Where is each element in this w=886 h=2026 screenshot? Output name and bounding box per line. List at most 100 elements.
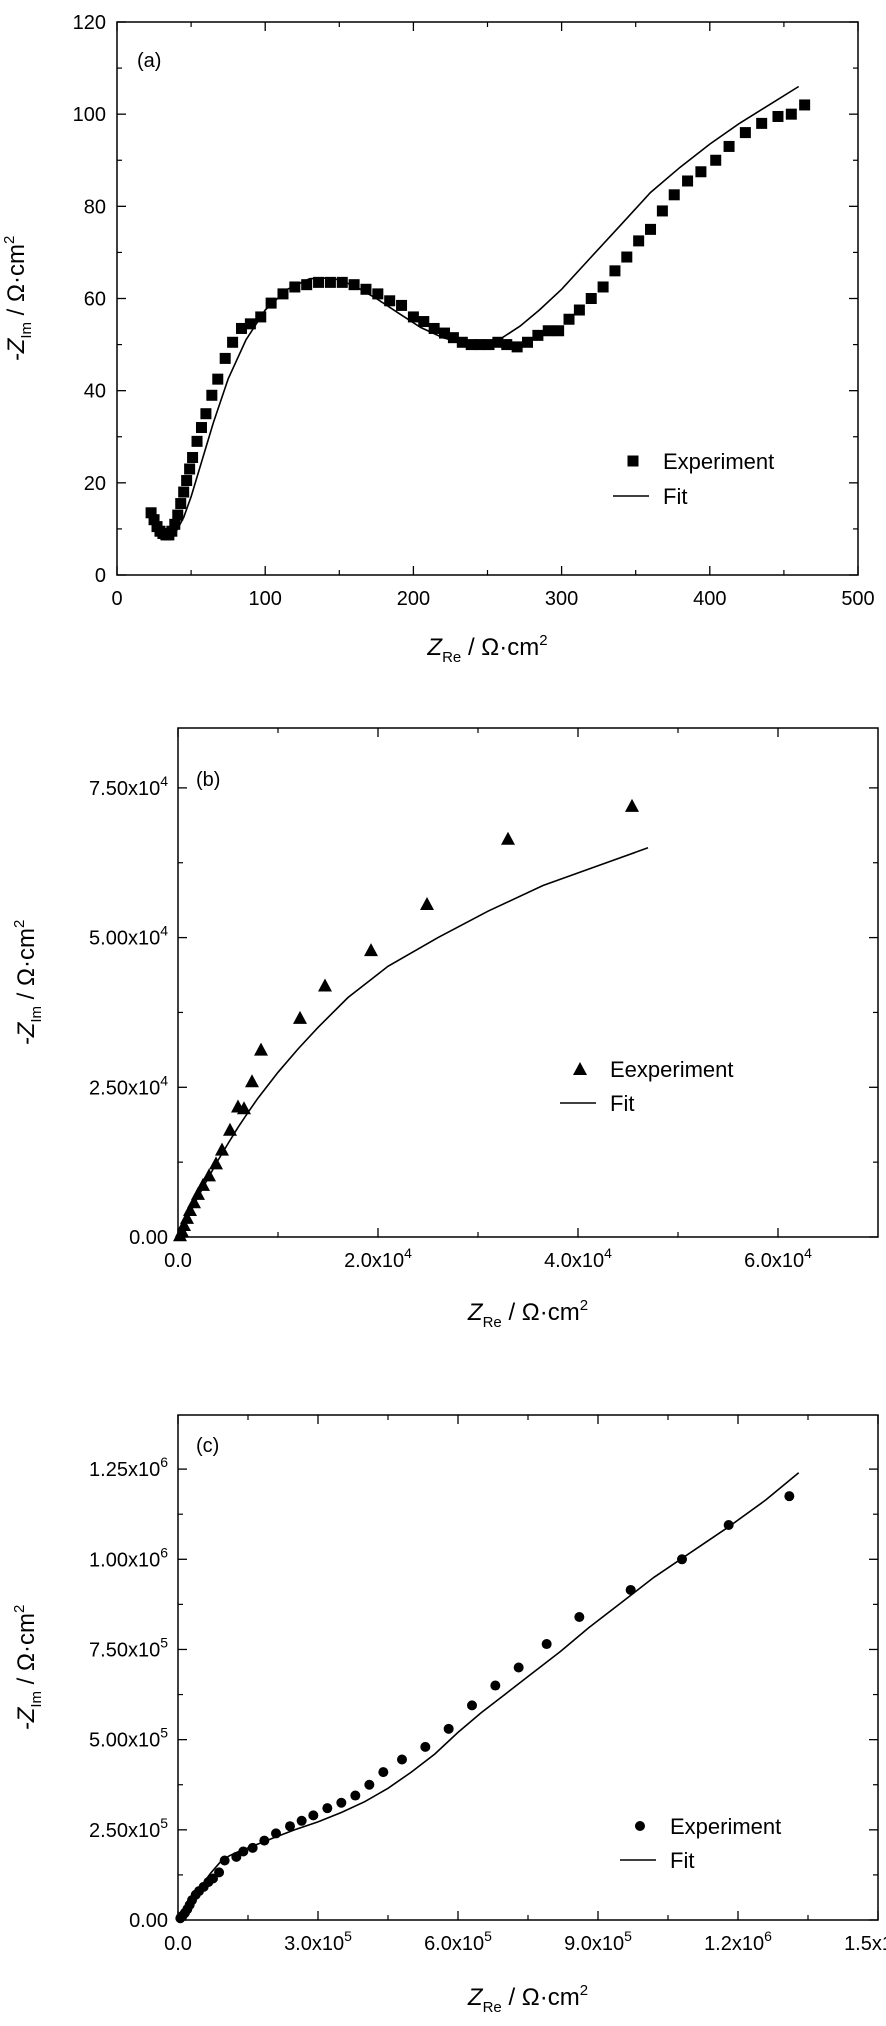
panel-c-data-point <box>397 1754 407 1765</box>
panel-a-data-point <box>313 276 325 288</box>
panel-a-data-point <box>178 486 190 498</box>
panel-b-data-point <box>187 1195 201 1209</box>
panel-a-xtick-label: 200 <box>397 588 430 610</box>
panel-a-data-point <box>184 463 196 475</box>
panel-a-data-point <box>166 525 178 537</box>
panel-c-legend-marker <box>635 1821 645 1831</box>
panel-a-data-point <box>212 373 224 385</box>
panel-c-data-point <box>443 1723 454 1734</box>
panel-c-xtick-label: 3.0x105 <box>284 1928 352 1955</box>
panel-a-data-point <box>645 223 657 235</box>
panel-c-ytick-label: 1.00x106 <box>89 1544 168 1571</box>
panel-a-data-point <box>710 154 722 166</box>
panel-b-ytick-label: 5.00x104 <box>89 923 168 950</box>
panel-a-xtick-label: 500 <box>841 588 874 610</box>
panel-a-data-point <box>621 251 633 263</box>
panel-a-data-point <box>407 311 419 323</box>
panel-b-xtick-label: 4.0x104 <box>544 1245 612 1272</box>
panel-a-legend-experiment: Experiment <box>663 449 774 474</box>
panel-c-data-point <box>285 1821 295 1832</box>
panel-b-ytick-label: 7.50x104 <box>89 773 168 800</box>
panel-c-data-point <box>467 1700 477 1711</box>
panel-a-xtick-label: 100 <box>249 588 282 610</box>
panel-a-data-point <box>428 322 440 334</box>
panel-c-legend-fit: Fit <box>670 1848 694 1873</box>
panel-a-yaxis-title: -ZIm / Ω·cm2 <box>1 236 35 362</box>
panel-c-fit-line <box>177 1472 800 1921</box>
panel-c-xtick-label: 1.5x106 <box>844 1928 886 1955</box>
panel-a-data-point <box>172 509 184 521</box>
panel-a-ytick-label: 20 <box>84 473 106 495</box>
panel-b-yaxis-title: -ZIm / Ω·cm2 <box>11 920 45 1046</box>
panel-a-data-point <box>336 276 348 288</box>
panel-a-data-point <box>483 339 495 351</box>
panel-a-data-point <box>656 205 668 217</box>
panel-a-data-point <box>219 352 231 364</box>
panel-a-ytick-label: 100 <box>73 104 106 126</box>
panel-a-data-point <box>447 332 459 344</box>
panel-a-data-point <box>563 313 575 325</box>
panel-a-data-point <box>522 336 534 348</box>
panel-a-data-point <box>187 451 199 463</box>
panel-a-xtick-label: 300 <box>545 588 578 610</box>
panel-a-data-point <box>396 299 408 311</box>
panel-a-data-point <box>181 475 193 487</box>
panel-a-data-point <box>609 265 621 277</box>
panel-c-data-point <box>513 1662 524 1673</box>
panel-a-data-point <box>542 325 554 337</box>
panel-a-data-point <box>585 293 597 304</box>
panel-b-data-point <box>245 1074 259 1088</box>
panel-c-data-point <box>378 1767 389 1778</box>
panel-a-data-point <box>633 235 645 247</box>
panel-a-data-point <box>169 518 181 530</box>
panel-a-data-point <box>191 435 203 447</box>
panel-a-data-point <box>501 339 513 351</box>
panel-a-data-point <box>597 281 609 293</box>
panel-c-data-point <box>490 1680 501 1691</box>
panel-a-ytick-label: 0 <box>95 565 106 587</box>
panel-c-data-point <box>574 1612 585 1622</box>
panel-c-xtick-label: 1.2x106 <box>704 1928 772 1955</box>
panel-a-data-point <box>573 304 585 316</box>
panel-c-ytick-label: 0.00 <box>129 1910 168 1932</box>
panel-b-xtick-label: 2.0x104 <box>344 1245 412 1272</box>
panel-c-ytick-label: 5.00x105 <box>89 1725 168 1752</box>
panel-c-yaxis-title: -ZIm / Ω·cm2 <box>11 1605 45 1731</box>
panel-a-xtick-label: 400 <box>693 588 726 610</box>
panel-a-data-point <box>756 117 768 129</box>
panel-b-data-point <box>196 1177 210 1191</box>
panel-a-data-point <box>200 408 212 420</box>
panel-c-xtick-label: 6.0x105 <box>424 1928 492 1955</box>
panel-a-data-point <box>227 336 239 348</box>
panel-a-legend-marker <box>627 455 639 467</box>
panel-a-data-point <box>772 110 784 122</box>
panel-b-label: (b) <box>196 769 220 791</box>
panel-c-ytick-label: 7.50x105 <box>89 1634 168 1661</box>
panel-c-data-point <box>420 1741 431 1752</box>
panel-c-data-point <box>364 1779 375 1790</box>
panel-c-data-point <box>214 1867 225 1878</box>
panel-a-data-point <box>372 288 384 300</box>
panel-b-xtick-label: 6.0x104 <box>744 1245 812 1272</box>
panel-b-ytick-label: 2.50x104 <box>89 1072 168 1099</box>
panel-a-xtick-label: 0 <box>111 588 122 610</box>
panel-b-data-point <box>501 831 515 845</box>
panel-a-data-point <box>195 422 207 434</box>
panel-b-legend-marker <box>573 1062 587 1075</box>
panel-c-data-point <box>350 1790 361 1801</box>
panel-a-data-point <box>175 498 187 510</box>
panel-b-data-point <box>215 1142 229 1156</box>
panel-c-data-point <box>336 1797 347 1808</box>
panel-a-legend-fit: Fit <box>663 484 687 509</box>
panel-b-data-point <box>364 943 378 957</box>
panel-a-data-point <box>244 318 256 330</box>
panel-b-data-point <box>254 1042 268 1056</box>
panel-a-data-point <box>145 507 157 519</box>
panel-c-label: (c) <box>196 1435 219 1457</box>
panel-c-data-point <box>208 1873 218 1884</box>
panel-b-legend-experiment: Eexperiment <box>610 1057 734 1082</box>
panel-b-ytick-label: 0.00 <box>129 1227 168 1249</box>
panel-c-data-point <box>296 1815 307 1826</box>
panel-b-data-point <box>625 798 639 812</box>
